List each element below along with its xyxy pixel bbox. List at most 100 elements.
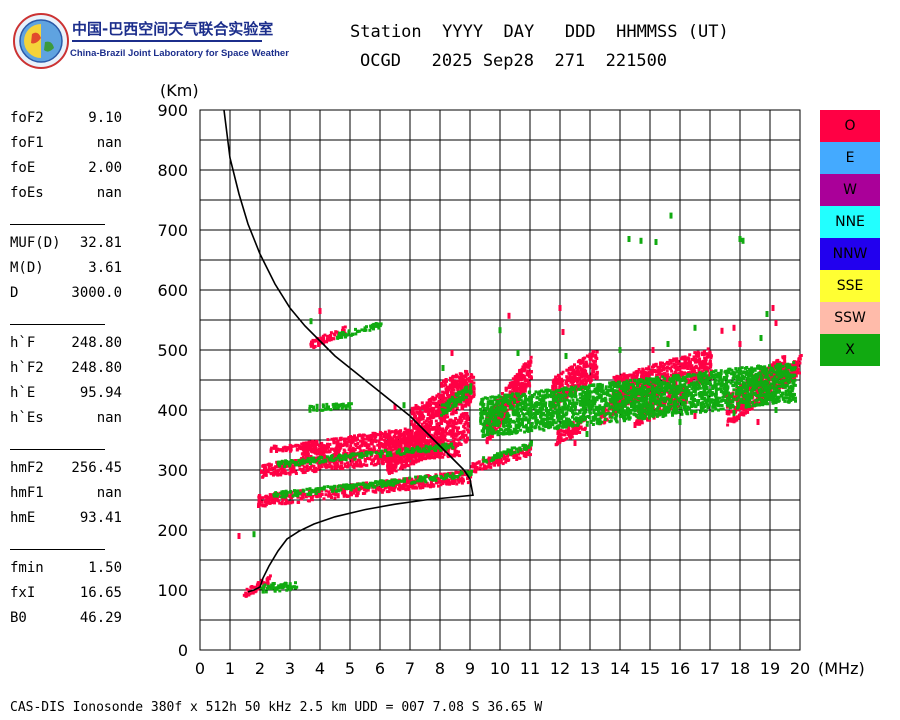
echo-mark (352, 448, 356, 452)
echo-mark (410, 430, 414, 433)
echo-mark (458, 454, 461, 458)
echo-mark (421, 457, 424, 461)
echo-mark (315, 439, 319, 443)
echo-mark (277, 448, 281, 452)
echo-mark (709, 363, 712, 367)
echo-mark (336, 493, 340, 497)
echo-mark (337, 448, 341, 452)
echo-mark (583, 374, 587, 378)
echo-mark (345, 444, 349, 448)
echo-mark (453, 410, 457, 414)
echo-mark (306, 449, 310, 453)
echo-mark (391, 466, 395, 470)
echo-mark (398, 442, 402, 446)
echo-mark (456, 375, 460, 379)
echo-mark (463, 422, 467, 426)
echo-mark (436, 477, 439, 481)
echo-mark (421, 430, 425, 434)
echo-mark (484, 466, 488, 470)
echo-mark (462, 435, 466, 439)
echo-mark (276, 499, 280, 503)
echo-mark (590, 353, 593, 357)
echo-mark (687, 364, 691, 368)
param-row: fxI 16.65 (10, 585, 130, 610)
echo-mark (429, 483, 432, 487)
echo-mark (440, 383, 444, 387)
echo-mark (308, 443, 312, 447)
echo-mark (487, 461, 491, 465)
echo-mark (444, 438, 448, 442)
echo-mark (411, 455, 415, 459)
echo-mark (407, 488, 411, 491)
echo-mark (407, 434, 411, 438)
echo-mark (458, 421, 462, 424)
echo-mark (316, 443, 320, 447)
echo-mark (351, 446, 355, 450)
echo-mark (528, 375, 532, 378)
echo-mark (456, 442, 460, 446)
echo-mark (571, 370, 575, 374)
echo-mark (407, 431, 411, 435)
echo-mark (438, 428, 442, 432)
echo-mark (445, 421, 449, 425)
echo-mark (267, 462, 271, 466)
logo (12, 12, 70, 70)
echo-mark (450, 388, 454, 392)
param-value: nan (96, 185, 122, 201)
echo-mark (695, 354, 699, 358)
echo-mark (463, 473, 466, 477)
echo-mark (383, 438, 386, 442)
echo-mark (284, 472, 288, 476)
echo-mark (342, 493, 346, 497)
echo-mark (429, 403, 432, 407)
logo-underline (72, 40, 262, 42)
echo-mark (403, 465, 407, 469)
echo-mark (360, 464, 364, 468)
echo-mark (706, 366, 710, 370)
echo-mark (662, 366, 666, 370)
echo-mark (418, 456, 422, 460)
echo-mark (430, 454, 434, 457)
echo-mark (358, 446, 362, 450)
echo-mark (426, 424, 430, 428)
echo-mark (337, 465, 341, 469)
echo-mark (387, 490, 391, 494)
echo-mark (324, 462, 328, 466)
echo-mark (291, 500, 295, 504)
echo-mark (371, 434, 375, 438)
echo-mark (401, 440, 405, 444)
echo-mark (269, 463, 273, 467)
echo-mark (455, 429, 459, 433)
echo-mark (397, 482, 401, 486)
echo-mark (261, 464, 265, 468)
echo-mark (355, 492, 359, 496)
param-row: MUF(D) 32.81 (10, 235, 130, 260)
echo-mark (575, 430, 578, 434)
echo-mark (466, 481, 470, 485)
echo-mark (374, 487, 378, 491)
echo-mark (451, 427, 455, 431)
echo-mark (432, 434, 436, 438)
echo-mark (464, 421, 468, 424)
echo-mark (410, 419, 414, 423)
echo-mark (451, 428, 455, 432)
echo-mark (422, 407, 426, 411)
echo-mark (272, 444, 276, 448)
echo-mark (341, 489, 345, 492)
echo-mark (453, 432, 457, 436)
echo-mark (453, 426, 457, 429)
param-value: 2.00 (88, 160, 122, 176)
echo-mark (336, 450, 340, 454)
separator (10, 549, 105, 550)
echo-mark (448, 421, 452, 425)
echo-mark (258, 494, 262, 498)
echo-mark (582, 378, 586, 382)
echo-mark (260, 470, 264, 474)
echo-mark (489, 465, 493, 469)
echo-mark (312, 464, 316, 468)
echo-mark (320, 446, 324, 450)
echo-mark (350, 493, 353, 497)
echo-mark (361, 436, 365, 440)
echo-mark (403, 434, 407, 438)
echo-mark (370, 436, 374, 440)
